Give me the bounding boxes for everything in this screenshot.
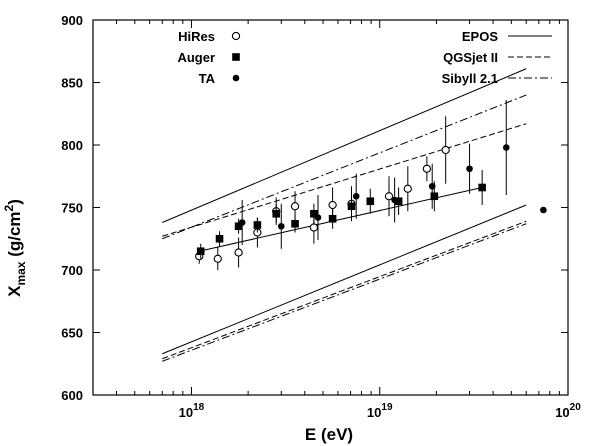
y-tick-label-600: 600 (61, 388, 83, 403)
point-ta-5 (428, 182, 436, 190)
y-tick-label-700: 700 (61, 263, 83, 278)
point-auger-11 (430, 192, 439, 201)
y-axis-label-main: X (5, 285, 24, 297)
point-hires-6 (309, 223, 319, 232)
y-tick-label-900: 900 (61, 13, 83, 28)
point-ta-0 (238, 219, 246, 226)
x-axis-label: E (eV) (305, 425, 353, 444)
point-hires-1 (213, 254, 222, 263)
y-tick-label-650: 650 (61, 326, 83, 341)
line-epos-0 (162, 68, 527, 223)
legend-label-qgsjet-ii: QGSjet II (443, 50, 498, 65)
line-sibyll-2-1-0 (162, 94, 527, 240)
point-hires-5 (290, 202, 300, 211)
legend-label-ta: TA (199, 71, 216, 86)
line-qgsjet-ii-0 (162, 123, 527, 237)
y-axis-label-sup: 2 (2, 204, 16, 211)
point-ta-4 (391, 196, 398, 204)
y-axis-label-unit: (g/cm (5, 211, 24, 261)
line-sibyll-2-1-1 (162, 223, 527, 362)
point-hires-9 (384, 192, 394, 201)
x-tick-label-18: 1018 (179, 402, 205, 420)
legend-label-epos: EPOS (462, 29, 498, 44)
y-axis-label-close: ) (5, 199, 24, 205)
legend-marker-auger (232, 53, 240, 61)
line-epos-1 (162, 204, 527, 355)
point-auger-8 (347, 202, 356, 211)
legend-layer: HiRes Auger TA EPOS QGSjet II Sibyll 2.1 (177, 29, 552, 86)
point-auger-12 (478, 183, 486, 192)
point-auger-4 (272, 209, 281, 218)
point-auger-1 (215, 234, 224, 243)
point-ta-7 (502, 144, 510, 151)
point-auger-6 (310, 209, 318, 218)
series-layer (162, 68, 547, 362)
point-ta-6 (466, 165, 473, 173)
point-auger-5 (291, 219, 299, 228)
y-axis-label: Xmax (g/cm2) (2, 199, 28, 297)
point-ta-1 (277, 222, 285, 230)
point-auger-7 (328, 214, 337, 223)
legend-label-hires: HiRes (178, 29, 215, 44)
point-ta-2 (314, 214, 322, 221)
y-tick-label-800: 800 (61, 138, 83, 153)
line-qgsjet-ii-1 (162, 220, 527, 360)
point-auger-9 (366, 197, 375, 206)
point-ta-8 (540, 206, 547, 214)
y-tick-label-850: 850 (61, 76, 83, 91)
point-auger-2 (234, 222, 243, 231)
point-hires-11 (422, 164, 432, 173)
point-auger-10 (394, 197, 403, 206)
legend-label-auger: Auger (177, 50, 215, 65)
point-auger-3 (253, 221, 262, 229)
point-hires-10 (403, 184, 412, 193)
x-tick-label-20: 1020 (555, 402, 581, 420)
point-hires-2 (234, 248, 243, 257)
tick-layer: 600 650 700 750 800 850 900 1018 1019 1020 (61, 13, 581, 420)
legend-label-sibyll-2-1: Sibyll 2.1 (442, 71, 498, 86)
legend-marker-hires (231, 31, 241, 41)
point-auger-0 (196, 247, 205, 256)
y-tick-label-750: 750 (61, 201, 83, 216)
legend-marker-ta (232, 74, 240, 82)
y-axis-label-sub: max (14, 261, 28, 285)
point-hires-7 (328, 200, 337, 210)
point-ta-3 (352, 192, 360, 200)
x-tick-label-19: 1019 (367, 402, 393, 420)
point-hires-12 (441, 145, 450, 155)
